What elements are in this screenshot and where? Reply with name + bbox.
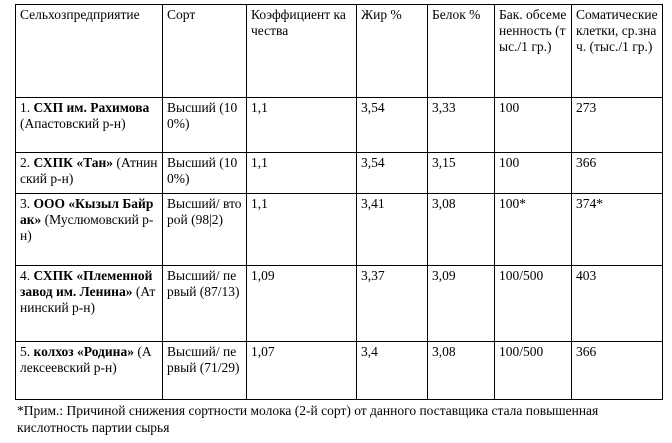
- sort-cell: Высший/ второй (98|2): [162, 193, 247, 266]
- value-cell: 1,09: [246, 265, 357, 342]
- value-cell: 3,33: [427, 97, 495, 153]
- farm-cell: 2. СХПК «Тан» (Атнинский р-н): [15, 152, 163, 194]
- value-cell: 1,1: [246, 193, 357, 266]
- header-cell: Жир %: [356, 4, 428, 98]
- value-cell: 3,08: [427, 193, 495, 266]
- row-number: 3.: [20, 196, 31, 211]
- data-table: Сельхозпредприятие Сорт Коэффициент качест…: [15, 4, 663, 400]
- header-cell: Сельхозпредприятие: [15, 4, 163, 98]
- value-cell: 1,1: [246, 152, 357, 194]
- table-row: 4. СХПК «Племенной завод им. Ленина» (Ат…: [15, 265, 663, 342]
- row-number: 1.: [20, 100, 31, 115]
- table-row: 1. СХП им. Рахимова (Апастовский р-н) Выс…: [15, 97, 663, 153]
- value-cell: 3,54: [356, 97, 428, 153]
- district: (Муслюмовский р-н): [20, 212, 154, 243]
- district: (Апастовский р-н): [20, 116, 126, 131]
- value-cell: 273: [571, 97, 663, 153]
- value-cell: 374*: [571, 193, 663, 266]
- value-cell: 3,41: [356, 193, 428, 266]
- farm-name: ООО «Кызыл Байрак»: [20, 196, 154, 227]
- header-row: Сельхозпредприятие Сорт Коэффициент качест…: [15, 4, 663, 98]
- farm-name: СХПК «Племенной завод им. Ленина»: [20, 268, 153, 299]
- value-cell: 100: [494, 97, 572, 153]
- value-cell: 100*: [494, 193, 572, 266]
- farm-cell: 4. СХПК «Племенной завод им. Ленина» (Ат…: [15, 265, 163, 342]
- value-cell: 366: [571, 152, 663, 194]
- district: (Алексеевский р-н): [20, 344, 152, 375]
- district: (Атнинский р-н): [20, 284, 156, 315]
- header-cell: Коэффициент качества: [246, 4, 357, 98]
- value-cell: 3,15: [427, 152, 495, 194]
- farm-name: СХПК «Тан»: [33, 155, 114, 170]
- value-cell: 3,54: [356, 152, 428, 194]
- farm-cell: 3. ООО «Кызыл Байрак» (Муслюмовский р-н): [15, 193, 163, 266]
- farm-name: колхоз «Родина»: [33, 344, 134, 359]
- farm-cell: 5. колхоз «Родина» (Алексеевский р-н): [15, 341, 163, 400]
- sort-cell: Высший/ первый (87/13): [162, 265, 247, 342]
- header-cell: Соматические клетки, ср.знач. (тыс./1 гр…: [571, 4, 663, 98]
- value-cell: 1,07: [246, 341, 357, 400]
- value-cell: 3,09: [427, 265, 495, 342]
- value-cell: 366: [571, 341, 663, 400]
- table-body: Сельхозпредприятие Сорт Коэффициент качест…: [15, 4, 663, 400]
- header-cell: Белок %: [427, 4, 495, 98]
- value-cell: 403: [571, 265, 663, 342]
- value-cell: 100/500: [494, 265, 572, 342]
- value-cell: 3,4: [356, 341, 428, 400]
- value-cell: 100/500: [494, 341, 572, 400]
- value-cell: 3,08: [427, 341, 495, 400]
- row-number: 2.: [20, 155, 31, 170]
- header-cell: Бак. обсемененность (тыс./1 гр.): [494, 4, 572, 98]
- table-row: 5. колхоз «Родина» (Алексеевский р-н) Выс…: [15, 341, 663, 400]
- farm-cell: 1. СХП им. Рахимова (Апастовский р-н): [15, 97, 163, 153]
- header-cell: Сорт: [162, 4, 247, 98]
- table-row: 2. СХПК «Тан» (Атнинский р-н) Высший (100…: [15, 152, 663, 194]
- value-cell: 1,1: [246, 97, 357, 153]
- row-number: 5.: [20, 344, 31, 359]
- district: (Атнинский р-н): [20, 155, 158, 186]
- value-cell: 3,37: [356, 265, 428, 342]
- table-row: 3. ООО «Кызыл Байрак» (Муслюмовский р-н)…: [15, 193, 663, 266]
- sort-cell: Высший/ первый (71/29): [162, 341, 247, 400]
- sort-cell: Высший (100%): [162, 97, 247, 153]
- row-number: 4.: [20, 268, 31, 283]
- value-cell: 100: [494, 152, 572, 194]
- farm-name: СХП им. Рахимова: [33, 100, 150, 115]
- footnote: *Прим.: Причиной снижения сортности моло…: [17, 403, 599, 435]
- sort-cell: Высший (100%): [162, 152, 247, 194]
